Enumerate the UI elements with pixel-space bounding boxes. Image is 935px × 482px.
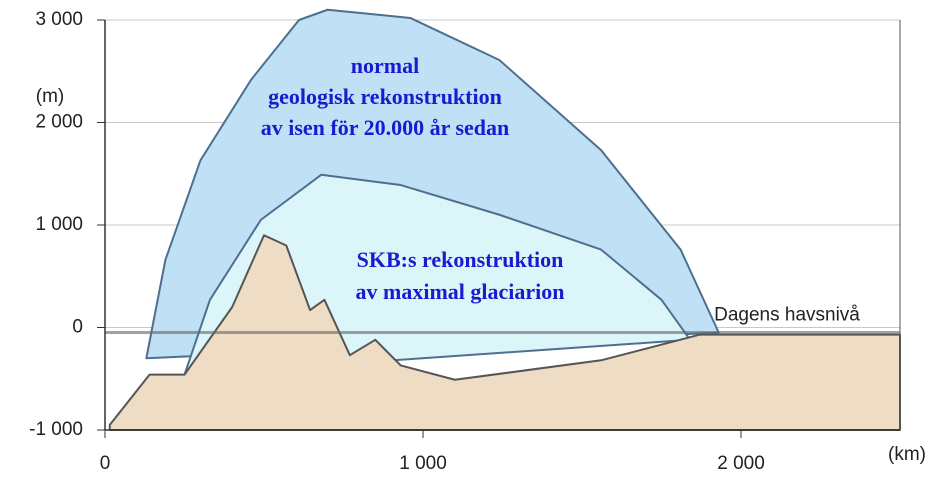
y-tick-label: 2 000	[35, 112, 83, 133]
x-tick-label: 0	[100, 453, 111, 474]
x-tick-label: 2 000	[717, 453, 765, 474]
series-label: av isen för 20.000 år sedan	[261, 115, 510, 140]
y-axis-label: (m)	[36, 86, 64, 107]
annotation: Dagens havsnivå	[714, 305, 860, 326]
series-label: normal	[351, 53, 419, 78]
series-label: av maximal glaciarion	[356, 279, 565, 304]
x-axis-label: (km)	[888, 444, 926, 465]
y-tick-label: 1 000	[35, 214, 83, 235]
y-tick-label: -1 000	[29, 419, 83, 440]
y-tick-label: 0	[72, 317, 83, 338]
series-label: geologisk rekonstruktion	[268, 84, 502, 109]
series-label: SKB:s rekonstruktion	[357, 247, 564, 272]
x-tick-label: 1 000	[399, 453, 447, 474]
y-tick-label: 3 000	[35, 9, 83, 30]
